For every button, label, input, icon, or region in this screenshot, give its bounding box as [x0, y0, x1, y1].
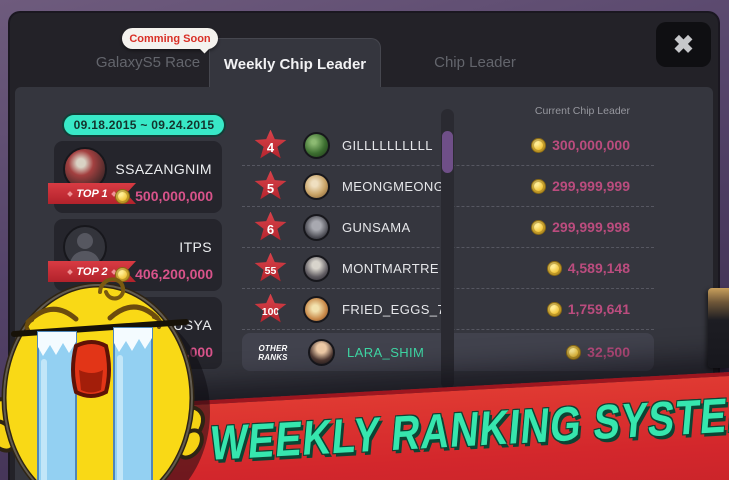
tab-label: GalaxyS5 Race: [95, 53, 201, 71]
coin-icon: [115, 188, 131, 204]
chip-value: 32,500: [587, 344, 630, 360]
coin-icon: [531, 219, 547, 235]
chip-amount: 299,999,998: [531, 219, 630, 235]
rank-star-badge: 5: [254, 170, 287, 200]
coin-icon: [531, 178, 547, 194]
player-name: SSAZANGNIM: [115, 161, 212, 177]
edge-sticker: [708, 288, 729, 368]
mouth: [71, 340, 111, 398]
chip-value: 1,759,641: [567, 301, 630, 317]
avatar: [303, 295, 330, 323]
tab-label: Chip Leader: [434, 53, 516, 71]
tab-galaxys5-race[interactable]: GalaxyS5 Race: [68, 37, 228, 87]
avatar: [308, 338, 335, 366]
player-name: FRIED_EGGS_7: [342, 301, 446, 317]
avatar: [303, 172, 330, 200]
player-name: ITPS: [179, 239, 212, 255]
avatar: [303, 213, 330, 241]
top2-card[interactable]: ITPS TOP 2 406,200,000: [48, 219, 222, 291]
list-header: Current Chip Leader: [534, 105, 630, 117]
close-button[interactable]: ✖: [656, 22, 711, 67]
diamond-accent: [67, 190, 74, 197]
rank-star-badge: 100: [254, 293, 287, 323]
coin-icon: [546, 260, 562, 276]
chip-value: 300,000,000: [552, 137, 630, 153]
chip-amount: 406,200,000: [115, 266, 213, 282]
rank-row[interactable]: 100 FRIED_EGGS_7 1,759,641: [242, 289, 654, 330]
rank-star-badge: 4: [254, 129, 287, 159]
chip-amount: 1,759,641: [546, 301, 630, 317]
chip-amount: 500,000,000: [115, 188, 213, 204]
rank-label: TOP 1: [76, 187, 108, 200]
banner-text: WEEKLY RANKING SYSTEM: [208, 386, 729, 471]
coming-soon-label: Comming Soon: [129, 32, 211, 45]
other-ranks-badge: OTHER RANKS: [254, 335, 292, 369]
tab-bar: GalaxyS5 Race Comming Soon Weekly Chip L…: [10, 13, 718, 89]
tab-chip-leader[interactable]: Chip Leader: [400, 37, 550, 87]
date-range-text: 09.18.2015 ~ 09.24.2015: [73, 118, 215, 132]
chip-value: 299,999,998: [552, 219, 630, 235]
tear-stream: [37, 327, 153, 480]
top1-card[interactable]: SSAZANGNIM TOP 1 500,000,000: [48, 141, 222, 213]
rank-star-badge: 55: [254, 252, 287, 282]
crying-chick-mascot: [0, 277, 210, 480]
coin-icon: [115, 266, 131, 282]
close-icon: ✖: [673, 30, 694, 59]
scrollbar[interactable]: [441, 109, 454, 389]
avatar: [303, 254, 330, 282]
tab-weekly-chip-leader[interactable]: Weekly Chip Leader: [209, 38, 381, 89]
player-name: GILLLLLLLLLL: [342, 137, 433, 153]
rank-row[interactable]: 55 MONTMARTRE 4,589,148: [242, 248, 654, 289]
coin-icon: [531, 137, 547, 153]
tab-label: Weekly Chip Leader: [223, 55, 367, 73]
chip-amount: 300,000,000: [531, 137, 630, 153]
chip-amount: 299,999,999: [531, 178, 630, 194]
chip-amount: 4,589,148: [546, 260, 630, 276]
coming-soon-badge: Comming Soon: [122, 28, 218, 54]
avatar: [303, 131, 330, 159]
top1-ribbon: TOP 1: [48, 183, 136, 204]
chip-value: 299,999,999: [552, 178, 630, 194]
chip-value: 4,589,148: [567, 260, 630, 276]
player-name: GUNSAMA: [342, 219, 411, 235]
player-name: LARA_SHIM: [347, 344, 425, 360]
chip-amount: 32,500: [566, 344, 630, 360]
scrollbar-thumb[interactable]: [442, 131, 453, 173]
rank-label: TOP 2: [76, 265, 108, 278]
coin-icon: [566, 344, 582, 360]
rank-star-badge: 6: [254, 211, 287, 241]
player-name: MEONGMEONG: [342, 178, 445, 194]
rank-row[interactable]: 5 MEONGMEONG 299,999,999: [242, 166, 654, 207]
player-name: MONTMARTRE: [342, 260, 439, 276]
top2-ribbon: TOP 2: [48, 261, 136, 282]
chip-value: 406,200,000: [135, 266, 213, 282]
coin-icon: [546, 301, 562, 317]
chip-value: 500,000,000: [135, 188, 213, 204]
date-range-badge: 09.18.2015 ~ 09.24.2015: [62, 113, 226, 137]
